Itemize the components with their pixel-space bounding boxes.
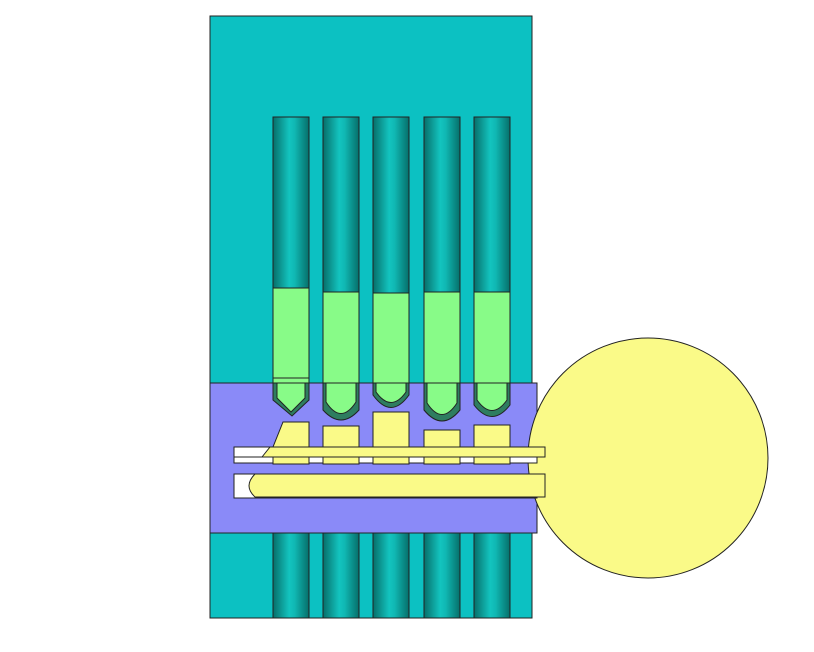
pin-stacks [272,116,511,619]
key-ridge [260,446,546,458]
pin-stack [473,116,511,619]
pin-stack [272,116,310,619]
key-head [527,337,769,579]
pin-stack [423,116,461,619]
key-pin-tip [426,382,458,415]
key-pin [322,425,360,448]
spring-chamber [423,116,461,293]
spring-chamber [473,116,511,293]
key-cut [473,456,511,465]
lower-chamber [423,532,461,619]
key-pin [423,429,461,448]
driver-pin [372,292,410,384]
driver-pin [473,291,511,384]
spring-chamber [372,116,410,294]
spring-chamber [272,116,310,289]
pin-stack [322,116,360,619]
key-pin [473,424,511,448]
key-pin-tip [476,382,508,411]
key-pin [372,411,410,448]
key-pin-tip [375,382,407,403]
key-cut [322,456,360,465]
lower-chamber [473,532,511,619]
key-cut [272,456,310,465]
driver-pin [272,287,310,384]
key-blade [248,473,546,498]
key-cut [423,456,461,465]
driver-pin [423,291,461,384]
lower-chamber [372,532,410,619]
pin-stack [372,116,410,619]
spring-chamber [322,116,360,293]
key-pin [272,421,310,448]
driver-pin [322,291,360,384]
lower-chamber [272,532,310,619]
key-cut [372,456,410,465]
lower-chamber [322,532,360,619]
key-pin-tip [325,382,357,414]
